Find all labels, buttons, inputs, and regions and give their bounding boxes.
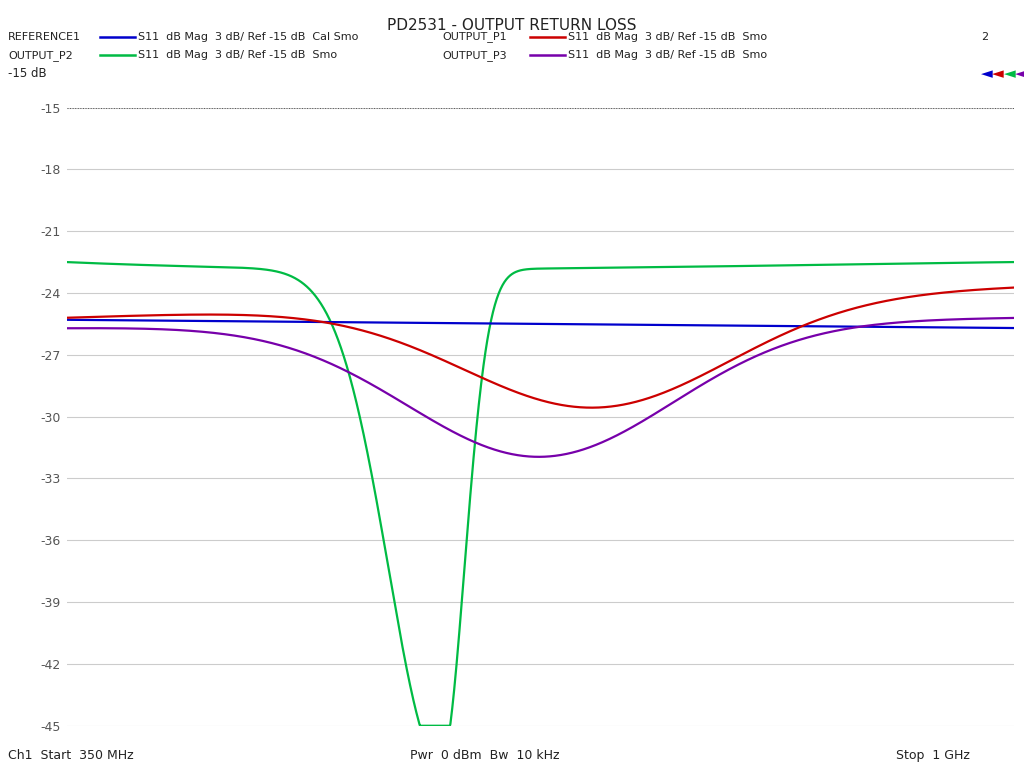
Text: -15 dB: -15 dB <box>8 68 47 80</box>
Text: ◄: ◄ <box>1004 66 1015 81</box>
Text: 2: 2 <box>981 31 988 42</box>
Text: OUTPUT_P3: OUTPUT_P3 <box>442 50 507 61</box>
Text: REFERENCE1: REFERENCE1 <box>8 31 81 42</box>
Text: ◄: ◄ <box>1015 66 1024 81</box>
Text: ◄: ◄ <box>981 66 992 81</box>
Text: OUTPUT_P2: OUTPUT_P2 <box>8 50 73 61</box>
Text: Ch1  Start  350 MHz: Ch1 Start 350 MHz <box>8 749 134 762</box>
Text: Pwr  0 dBm  Bw  10 kHz: Pwr 0 dBm Bw 10 kHz <box>410 749 559 762</box>
Text: S11  dB Mag  3 dB/ Ref -15 dB  Smo: S11 dB Mag 3 dB/ Ref -15 dB Smo <box>568 31 767 42</box>
Text: OUTPUT_P1: OUTPUT_P1 <box>442 31 507 42</box>
Text: Stop  1 GHz: Stop 1 GHz <box>896 749 970 762</box>
Text: S11  dB Mag  3 dB/ Ref -15 dB  Smo: S11 dB Mag 3 dB/ Ref -15 dB Smo <box>138 50 337 61</box>
Text: ◄: ◄ <box>992 66 1004 81</box>
Text: PD2531 - OUTPUT RETURN LOSS: PD2531 - OUTPUT RETURN LOSS <box>387 18 637 33</box>
Text: S11  dB Mag  3 dB/ Ref -15 dB  Cal Smo: S11 dB Mag 3 dB/ Ref -15 dB Cal Smo <box>138 31 358 42</box>
Text: S11  dB Mag  3 dB/ Ref -15 dB  Smo: S11 dB Mag 3 dB/ Ref -15 dB Smo <box>568 50 767 61</box>
